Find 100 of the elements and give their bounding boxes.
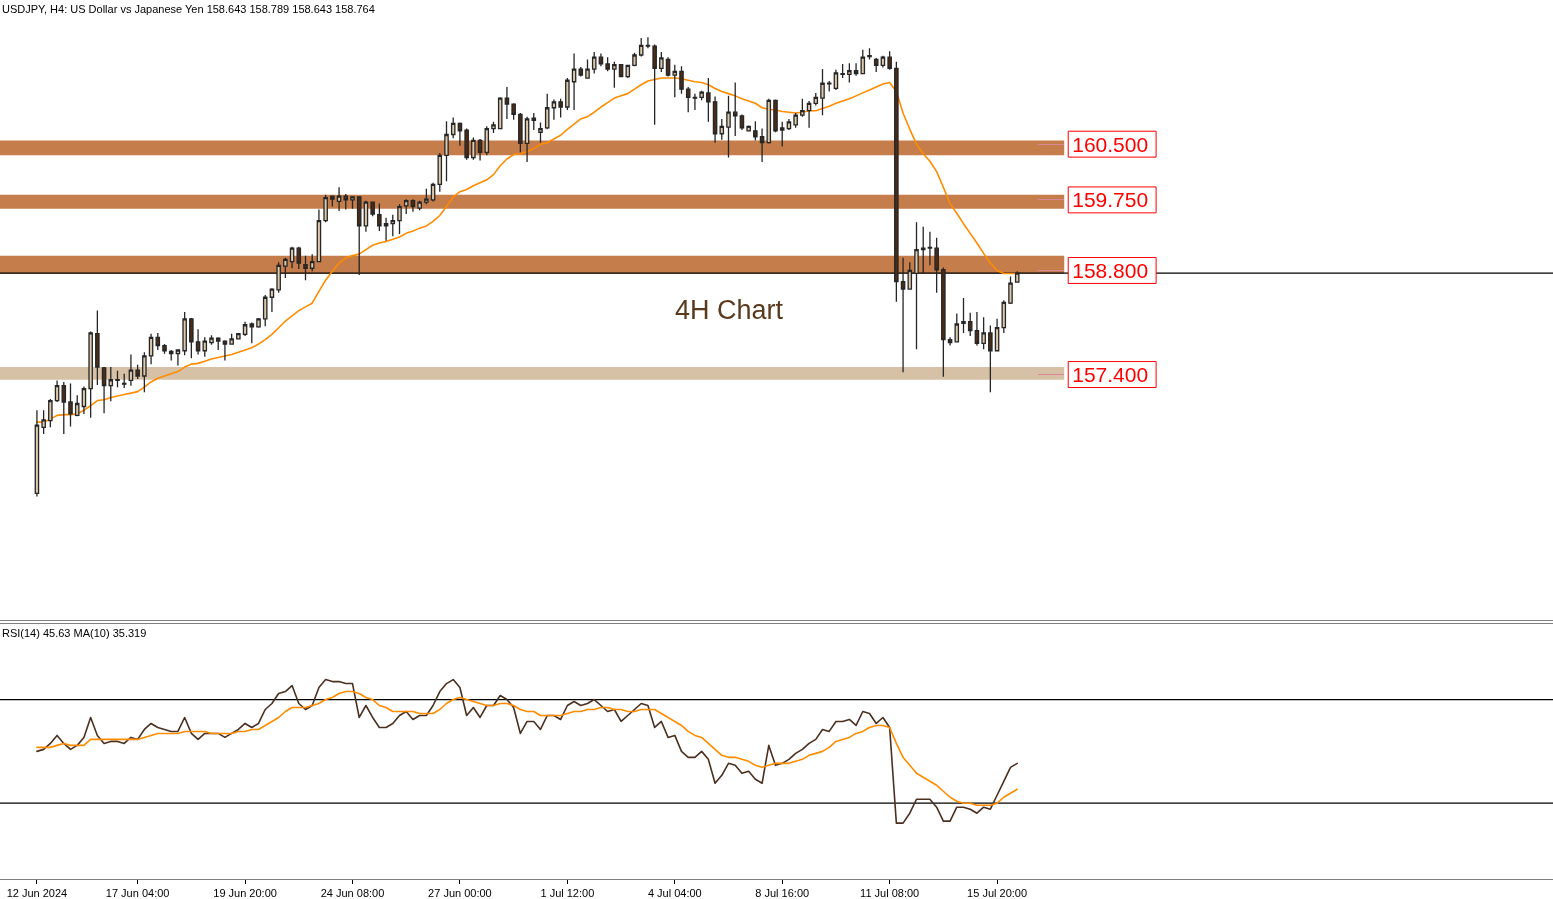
candlestick (1014, 270, 1020, 283)
candlestick (68, 382, 73, 428)
candlestick (390, 214, 396, 237)
candlestick (48, 398, 53, 428)
candlestick (900, 257, 906, 373)
candlestick (665, 56, 671, 78)
candlestick (833, 69, 839, 91)
candlestick (967, 312, 973, 337)
y-tick-label: 159.750 (1072, 188, 1149, 212)
candlestick (410, 198, 416, 213)
x-tick-label: 15 Jul 20:00 (967, 887, 1028, 899)
candlestick (551, 98, 557, 121)
candlestick (189, 317, 194, 359)
annotation: 4H Chart (675, 295, 784, 325)
candlestick (256, 317, 261, 329)
candlestick (712, 95, 718, 144)
candlestick (719, 118, 725, 141)
chart-title: USDJPY, H4: US Dollar vs Japanese Yen 158.643 158.789 158.643 158.764 (2, 3, 375, 15)
candlestick (853, 62, 859, 77)
candlestick (565, 77, 570, 111)
candlestick (685, 86, 691, 113)
candlestick (464, 127, 469, 161)
candlestick (941, 266, 946, 378)
candlestick (477, 138, 483, 162)
candlestick (739, 113, 745, 131)
candlestick (988, 324, 993, 394)
candlestick (524, 116, 530, 163)
candlestick (1001, 299, 1007, 334)
candlestick (74, 394, 80, 417)
candlestick (585, 58, 590, 80)
x-tick-label: 24 Jun 08:00 (320, 887, 385, 899)
candlestick (605, 56, 610, 72)
candlestick (356, 195, 362, 276)
candlestick (766, 98, 772, 145)
candlestick (961, 297, 966, 334)
candlestick (632, 52, 637, 67)
candlestick (840, 63, 845, 79)
candlestick (726, 95, 731, 159)
candlestick (813, 92, 819, 107)
candlestick (773, 98, 778, 133)
candlestick (444, 120, 449, 182)
candlestick (598, 52, 604, 67)
candlestick (880, 55, 886, 69)
candlestick (215, 337, 221, 351)
candlestick (759, 127, 765, 163)
candlestick (397, 203, 402, 235)
candlestick (457, 121, 463, 147)
candlestick (920, 226, 926, 275)
candlestick (289, 246, 295, 269)
candlestick (518, 112, 523, 153)
candlestick (793, 112, 798, 129)
y-tick-label: 158.800 (1072, 258, 1149, 282)
candlestick (652, 43, 657, 126)
candlestick (222, 340, 228, 362)
candlestick (746, 124, 751, 133)
candlestick (242, 321, 248, 337)
candlestick (867, 47, 872, 61)
candlestick (820, 68, 825, 116)
candlestick (786, 118, 792, 131)
candlestick (981, 316, 986, 350)
x-tick-label: 11 Jul 08:00 (860, 887, 920, 899)
candlestick (343, 193, 349, 211)
x-tick-label: 19 Jun 20:00 (213, 887, 277, 899)
candlestick (491, 121, 496, 134)
y-tick-label: 157.400 (1072, 362, 1149, 386)
candlestick (417, 199, 422, 211)
candlestick (706, 77, 711, 123)
candlestick (538, 121, 543, 144)
candlestick (873, 57, 879, 73)
candlestick (424, 188, 429, 206)
candlestick (806, 100, 812, 129)
candlestick (61, 381, 67, 435)
candlestick (303, 254, 308, 281)
candlestick (403, 198, 409, 215)
candlestick (571, 52, 577, 111)
candlestick (934, 237, 939, 294)
candlestick (531, 112, 537, 131)
candlestick (450, 116, 456, 139)
candlestick (330, 195, 335, 208)
candlestick (283, 257, 288, 279)
candlestick (437, 152, 443, 193)
candlestick (276, 261, 281, 294)
candlestick (914, 221, 919, 350)
candlestick (336, 186, 342, 212)
candlestick (578, 66, 584, 78)
candlestick (182, 311, 187, 356)
candlestick (894, 61, 899, 303)
candlestick (269, 287, 275, 313)
candlestick (947, 336, 953, 347)
candlestick (162, 343, 167, 355)
candlestick (779, 121, 785, 148)
y-tick-label: 160.500 (1072, 132, 1149, 156)
candlestick (732, 81, 738, 137)
x-tick-label: 1 Jul 12:00 (540, 887, 595, 899)
candlestick (847, 62, 852, 84)
candlestick (370, 200, 375, 217)
candlestick (249, 323, 255, 344)
candlestick (826, 80, 832, 93)
candlestick (101, 366, 107, 414)
candlestick (363, 199, 369, 233)
